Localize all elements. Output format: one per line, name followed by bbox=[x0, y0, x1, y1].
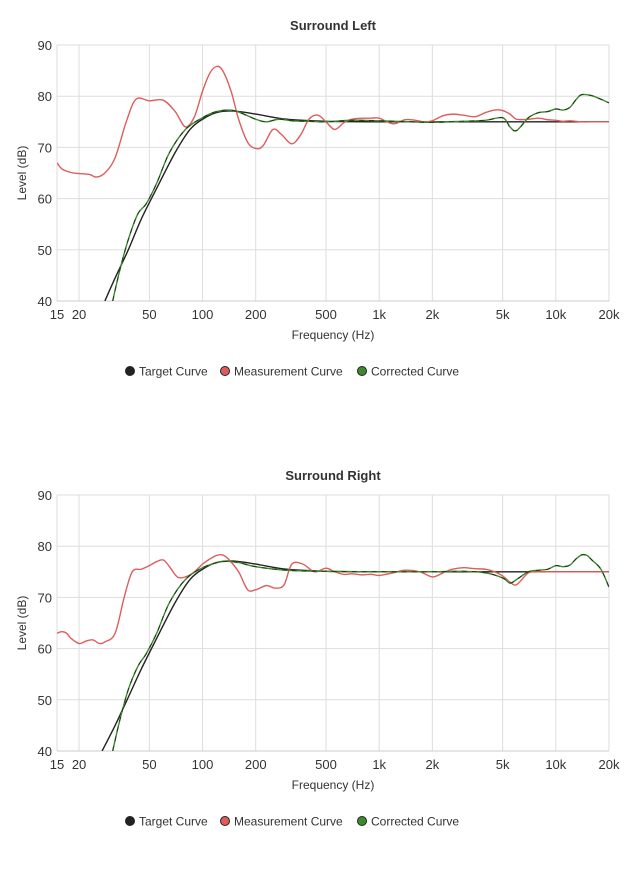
y-tick-label: 70 bbox=[38, 590, 52, 605]
x-tick-label: 20 bbox=[72, 757, 86, 772]
x-tick-label: 50 bbox=[142, 307, 156, 322]
x-tick-label: 500 bbox=[315, 757, 337, 772]
legend-item-target-curve[interactable]: Target Curve bbox=[125, 815, 209, 829]
x-tick-label: 2k bbox=[425, 307, 439, 322]
y-tick-label: 60 bbox=[38, 642, 52, 657]
y-tick-label: 70 bbox=[38, 140, 52, 155]
series-line-corrected-curve bbox=[112, 93, 609, 301]
x-tick-label: 500 bbox=[315, 307, 337, 322]
y-tick-label: 60 bbox=[38, 192, 52, 207]
chart-surround-right: Surround Right 40 50 60 70 80 90 15 20 50 100 200 50… bbox=[0, 450, 636, 870]
plot-area bbox=[57, 65, 609, 301]
legend-label-corrected-curve: Corrected Curve bbox=[371, 815, 459, 829]
chart-svg: Surround Left 40 50 60 70 80 90 15 20 50 100 200 500… bbox=[15, 18, 620, 379]
x-tick-label: 2k bbox=[425, 757, 439, 772]
x-tick-label: 15 bbox=[50, 307, 64, 322]
x-tick-label: 20 bbox=[72, 307, 86, 322]
x-axis-title: Frequency (Hz) bbox=[292, 778, 375, 792]
chart-svg: Surround Right 40 50 60 70 80 90 15 20 50 100 200 50… bbox=[15, 468, 620, 829]
x-tick-label: 15 bbox=[50, 757, 64, 772]
x-tick-label: 10k bbox=[545, 757, 566, 772]
x-tick-label: 5k bbox=[496, 757, 510, 772]
legend-label-measurement-curve: Measurement Curve bbox=[234, 365, 343, 379]
legend-marker-target-curve bbox=[125, 816, 135, 826]
x-tick-label: 20k bbox=[599, 757, 620, 772]
y-tick-label: 50 bbox=[38, 693, 52, 708]
legend-label-target-curve: Target Curve bbox=[139, 365, 208, 379]
y-tick-label: 80 bbox=[38, 89, 52, 104]
series-dash-corrected-curve bbox=[112, 93, 609, 301]
x-tick-label: 100 bbox=[192, 757, 214, 772]
x-tick-label: 10k bbox=[545, 307, 566, 322]
series-line-measurement-curve bbox=[57, 553, 609, 645]
x-tick-label: 50 bbox=[142, 757, 156, 772]
legend-item-corrected-curve[interactable]: Corrected Curve bbox=[357, 815, 460, 829]
y-axis-title: Level (dB) bbox=[15, 596, 29, 651]
x-tick-label: 1k bbox=[372, 757, 386, 772]
y-tick-label: 80 bbox=[38, 539, 52, 554]
plot-area bbox=[57, 553, 609, 751]
legend-marker-measurement-curve bbox=[220, 366, 230, 376]
y-axis-title: Level (dB) bbox=[15, 146, 29, 201]
x-axis-title: Frequency (Hz) bbox=[292, 328, 375, 342]
legend-label-target-curve: Target Curve bbox=[139, 815, 208, 829]
y-tick-label: 50 bbox=[38, 243, 52, 258]
legend-item-measurement-curve[interactable]: Measurement Curve bbox=[220, 365, 344, 379]
legend-marker-measurement-curve bbox=[220, 816, 230, 826]
x-tick-label: 5k bbox=[496, 307, 510, 322]
x-tick-label: 20k bbox=[599, 307, 620, 322]
series-line-target-curve bbox=[104, 110, 609, 301]
chart-title: Surround Left bbox=[290, 18, 377, 33]
y-tick-label: 90 bbox=[38, 38, 52, 53]
x-tick-label: 200 bbox=[245, 307, 267, 322]
legend-label-measurement-curve: Measurement Curve bbox=[234, 815, 343, 829]
x-tick-label: 100 bbox=[192, 307, 214, 322]
legend-item-measurement-curve[interactable]: Measurement Curve bbox=[220, 815, 344, 829]
legend-item-target-curve[interactable]: Target Curve bbox=[125, 365, 209, 379]
x-tick-label: 200 bbox=[245, 757, 267, 772]
y-tick-label: 40 bbox=[38, 294, 52, 309]
y-tick-label: 40 bbox=[38, 744, 52, 759]
legend-marker-corrected-curve bbox=[357, 366, 367, 376]
legend-label-corrected-curve: Corrected Curve bbox=[371, 365, 459, 379]
x-tick-label: 1k bbox=[372, 307, 386, 322]
legend-item-corrected-curve[interactable]: Corrected Curve bbox=[357, 365, 460, 379]
series-dash-corrected-curve bbox=[112, 554, 609, 751]
y-tick-label: 90 bbox=[38, 488, 52, 503]
legend-marker-target-curve bbox=[125, 366, 135, 376]
legend-marker-corrected-curve bbox=[357, 816, 367, 826]
chart-surround-left: Surround Left 40 50 60 70 80 90 15 20 50 100 200 500… bbox=[0, 0, 636, 420]
chart-title: Surround Right bbox=[285, 468, 381, 483]
